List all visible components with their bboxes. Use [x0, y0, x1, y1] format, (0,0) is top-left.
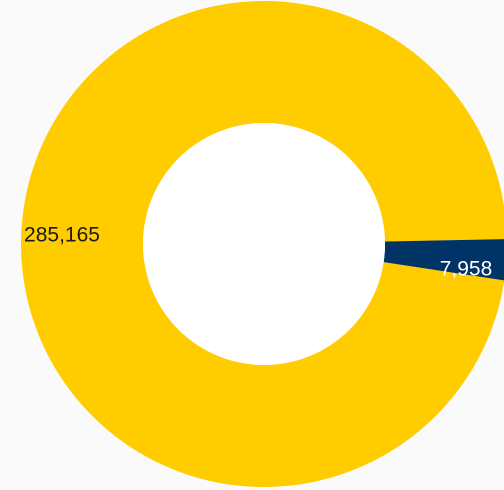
donut-hole — [143, 123, 385, 365]
slice-small[interactable] — [383, 239, 504, 281]
data-label-large: 285,165 — [24, 224, 100, 247]
slice-large[interactable] — [21, 1, 504, 487]
data-label-small: 7,958 — [440, 258, 493, 281]
